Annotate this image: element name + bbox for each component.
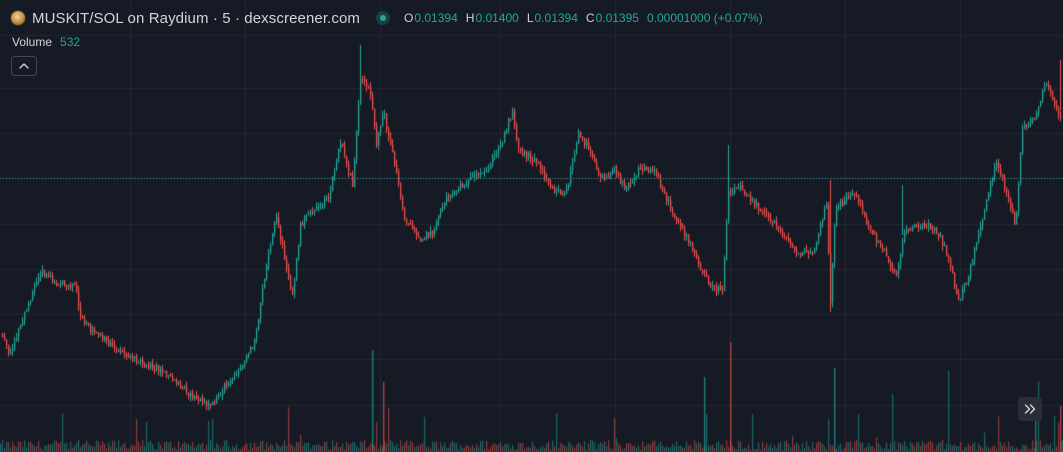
market-status-icon — [376, 11, 391, 25]
high-value: 0.01400 — [475, 11, 519, 25]
low-value: 0.01394 — [534, 11, 578, 25]
low-label: L — [526, 11, 534, 25]
token-logo-icon — [10, 10, 26, 26]
ohlc-values: O 0.01394 H 0.01400 L 0.01394 C 0.01395 … — [404, 11, 763, 25]
legend-header: MUSKIT/SOL on Raydium · 5 · dexscreener.… — [10, 8, 763, 28]
chevron-up-icon — [19, 63, 29, 69]
high-label: H — [465, 11, 475, 25]
volume-legend: Volume 532 — [12, 35, 80, 49]
close-value: 0.01395 — [595, 11, 639, 25]
volume-value: 532 — [60, 35, 81, 49]
scroll-to-realtime-button[interactable] — [1018, 397, 1042, 421]
open-value: 0.01394 — [414, 11, 458, 25]
double-chevron-right-icon — [1024, 404, 1036, 414]
collapse-legend-button[interactable] — [11, 56, 37, 76]
symbol-title[interactable]: MUSKIT/SOL on Raydium · 5 · dexscreener.… — [32, 9, 361, 27]
change-value: 0.00001000 (+0.07%) — [646, 11, 763, 25]
open-label: O — [404, 11, 414, 25]
volume-label: Volume — [12, 35, 53, 49]
close-label: C — [585, 11, 595, 25]
